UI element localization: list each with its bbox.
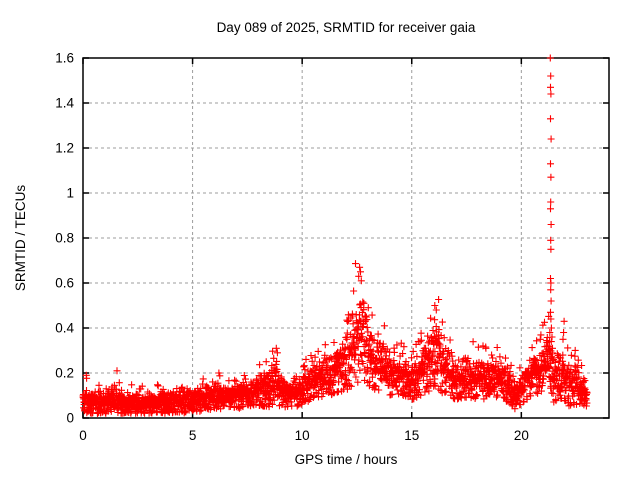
y-tick-label: 1.4 (55, 96, 74, 111)
y-tick-label: 0.2 (55, 366, 74, 381)
y-tick-label: 0.4 (55, 321, 74, 336)
x-axis-label: GPS time / hours (295, 452, 398, 467)
y-tick-label: 1 (66, 186, 74, 201)
chart-title: Day 089 of 2025, SRMTID for receiver gai… (217, 20, 476, 35)
x-tick-label: 10 (295, 428, 310, 443)
axes-and-ticks (82, 57, 610, 419)
y-tick-label: 0 (66, 411, 74, 426)
tick-labels: 0 5 10 15 20 0 0.2 0.4 0.6 0.8 1 1.2 1.4 1.6 (55, 51, 529, 444)
x-tick-label: 0 (79, 428, 87, 443)
data-points-layer (79, 54, 591, 417)
x-tick-label: 5 (189, 428, 197, 443)
x-tick-label: 20 (514, 428, 529, 443)
scatter-points (79, 54, 591, 417)
gridlines (83, 57, 609, 418)
x-tick-label: 15 (404, 428, 419, 443)
y-tick-label: 1.2 (55, 141, 74, 156)
y-tick-label: 1.6 (55, 51, 74, 66)
y-tick-label: 0.6 (55, 276, 74, 291)
y-axis-label: SRMTID / TECUs (13, 185, 28, 292)
y-tick-label: 0.8 (55, 231, 74, 246)
